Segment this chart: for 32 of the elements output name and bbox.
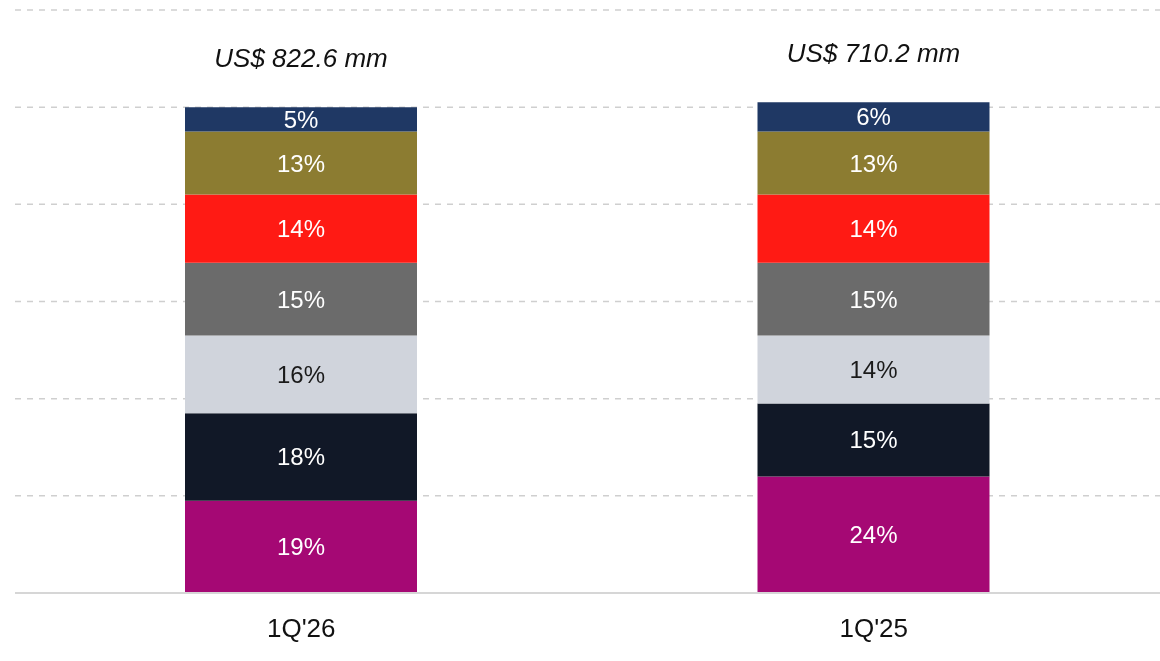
bar (757, 131, 990, 195)
bar (185, 194, 417, 263)
bar (757, 335, 990, 404)
bar (185, 335, 417, 414)
data-label: 16% (276, 360, 326, 388)
bar (757, 102, 990, 132)
bar (757, 262, 990, 336)
data-label: 5% (283, 105, 319, 133)
bar (185, 107, 417, 132)
total-label: US$ 710.2 mm (786, 38, 961, 69)
x-tick-label: 1Q'26 (266, 613, 336, 644)
data-label: 15% (849, 426, 898, 454)
data-label: 6% (856, 103, 891, 131)
data-label: 13% (276, 149, 326, 177)
bar (185, 413, 417, 501)
data-label: 13% (849, 149, 898, 177)
x-tick-label: 1Q'25 (839, 613, 909, 644)
bar (185, 262, 417, 336)
bar (185, 500, 417, 593)
data-label: 15% (276, 285, 326, 313)
bar (757, 403, 990, 477)
data-label: 14% (849, 356, 898, 384)
data-label: 14% (849, 215, 898, 243)
bar (757, 194, 990, 263)
data-label: 24% (849, 521, 898, 549)
bar (185, 131, 417, 195)
total-label: US$ 822.6 mm (214, 43, 388, 74)
data-label: 19% (276, 533, 326, 561)
data-label: 14% (276, 215, 326, 243)
data-label: 15% (849, 285, 898, 313)
bar (757, 476, 990, 593)
data-label: 18% (276, 443, 326, 471)
